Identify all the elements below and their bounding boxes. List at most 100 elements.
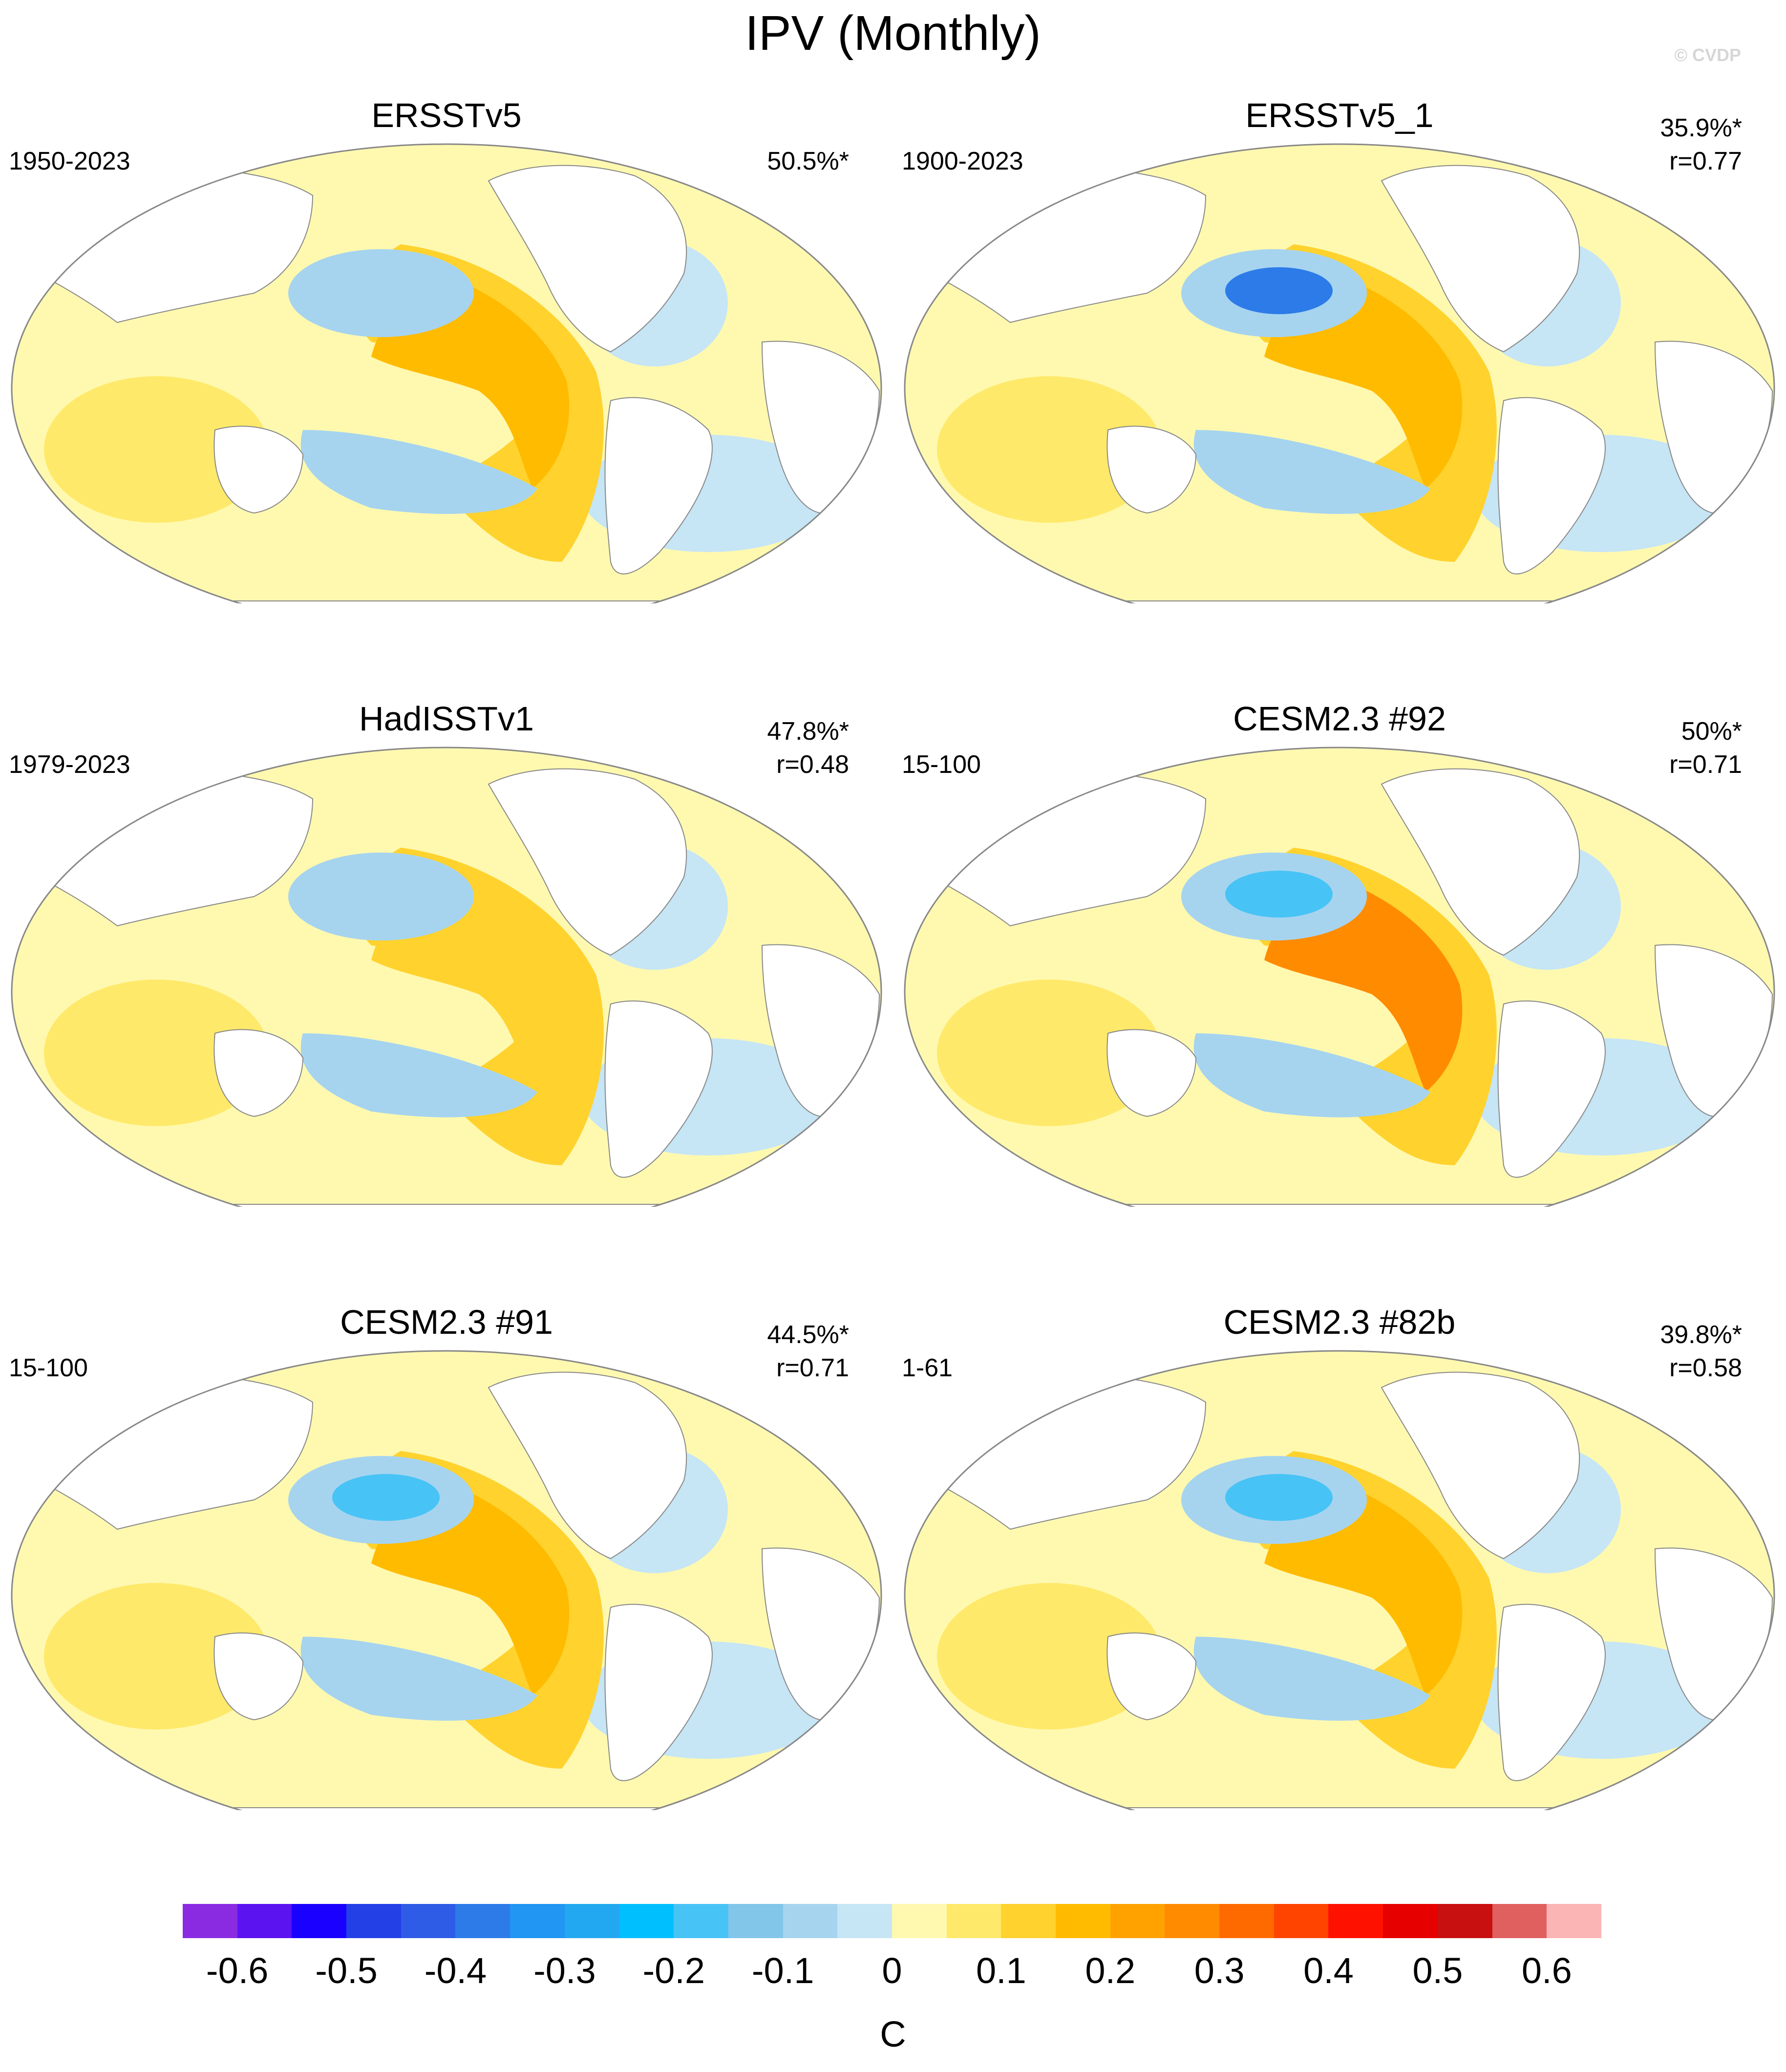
panel-correlation: r=0.71 — [776, 1354, 849, 1382]
antarctica-land — [12, 1204, 881, 1207]
map-panel-hadisstv1: HadISSTv1 1979-2023 47.8%* r=0.48 — [0, 603, 893, 1207]
antarctica-land — [905, 600, 1774, 603]
south-america-land — [604, 397, 713, 575]
north-pacific-cool-core — [1225, 267, 1333, 314]
colorbar-tick-label: -0.6 — [206, 1950, 269, 1991]
colorbar-tick-label: 0.5 — [1412, 1950, 1463, 1991]
australia-land — [213, 426, 304, 514]
south-pacific-cool-anomaly — [1193, 1637, 1430, 1721]
north-pacific-cool-core — [1225, 1474, 1333, 1521]
map-panel-cesm-91: CESM2.3 #91 15-100 44.5%* r=0.71 — [0, 1207, 893, 1810]
panel-variance-pct: 35.9%* — [1660, 114, 1742, 142]
panel-title: HadISSTv1 — [359, 700, 534, 738]
colorbar-swatch — [1056, 1904, 1110, 1938]
australia-land — [1106, 1632, 1197, 1721]
colorbar-swatch — [346, 1904, 401, 1938]
world-map — [11, 143, 882, 603]
indian-ocean-anomaly — [44, 376, 269, 523]
colorbar-swatch — [837, 1904, 892, 1938]
indian-ocean-anomaly — [937, 376, 1162, 523]
map-panel-ersstv5-1: ERSSTv5_1 1900-2023 35.9%* r=0.77 — [893, 0, 1786, 603]
north-america-land — [488, 1371, 687, 1559]
figure-title: IPV (Monthly) — [745, 6, 1041, 61]
colorbar-tick-label: -0.3 — [533, 1950, 596, 1991]
map-panel-ersstv5: ERSSTv5 1950-2023 50.5%* — [0, 0, 893, 603]
colorbar-tick-label: 0.2 — [1085, 1950, 1136, 1991]
colorbar-swatch — [183, 1904, 237, 1938]
panel-title: CESM2.3 #92 — [1233, 700, 1446, 738]
panel-variance-pct: 44.5%* — [767, 1321, 849, 1349]
map-border — [11, 747, 882, 1207]
colorbar-swatch — [1165, 1904, 1220, 1938]
colorbar-swatch — [292, 1904, 347, 1938]
panel-variance-pct: 50%* — [1681, 717, 1742, 746]
north-america-land — [1381, 1371, 1580, 1559]
north-pacific-cool-core — [332, 1474, 440, 1521]
north-pacific-cool-core — [332, 267, 440, 314]
north-america-land — [1381, 165, 1580, 353]
panel-period: 15-100 — [9, 1354, 88, 1382]
panel-variance-pct: 50.5%* — [767, 147, 849, 175]
south-pacific-cool-anomaly — [300, 1033, 537, 1117]
south-america-land — [604, 1603, 713, 1781]
antarctica-land — [12, 600, 881, 603]
copyright-watermark: © CVDP — [1674, 45, 1741, 65]
south-pacific-cool-anomaly — [1193, 1033, 1430, 1117]
colorbar-tick-label: -0.1 — [751, 1950, 814, 1991]
north-america-land — [1381, 768, 1580, 956]
colorbar-swatch — [401, 1904, 456, 1938]
south-america-land — [1497, 1603, 1606, 1781]
panel-period: 1900-2023 — [902, 147, 1023, 175]
world-map — [904, 747, 1775, 1207]
australia-land — [1106, 1029, 1197, 1117]
colorbar-swatch — [674, 1904, 728, 1938]
indian-ocean-anomaly — [937, 980, 1162, 1126]
colorbar-swatch — [237, 1904, 292, 1938]
colorbar-tick-label: 0.4 — [1303, 1950, 1354, 1991]
colorbar-swatch — [783, 1904, 838, 1938]
australia-land — [213, 1632, 304, 1721]
north-pacific-cool-core — [1225, 871, 1333, 918]
colorbar-tick-label: -0.4 — [424, 1950, 487, 1991]
south-pacific-cool-anomaly — [300, 430, 537, 514]
colorbar-swatch — [1110, 1904, 1165, 1938]
south-america-land — [1497, 1000, 1606, 1178]
colorbar-swatch — [946, 1904, 1001, 1938]
colorbar-swatch — [1274, 1904, 1329, 1938]
panel-title: CESM2.3 #91 — [340, 1303, 553, 1341]
map-border — [11, 143, 882, 603]
map-border — [904, 747, 1775, 1207]
panel-title: ERSSTv5 — [371, 96, 522, 134]
world-map — [11, 1350, 882, 1810]
colorbar-swatch — [1492, 1904, 1547, 1938]
world-map — [11, 747, 882, 1207]
colorbar-labels: -0.6 -0.5 -0.4 -0.3 -0.2 -0.1 0 0.1 0.2 0.3 0.4 0.5… — [0, 1949, 1786, 1993]
map-panel-cesm-92: CESM2.3 #92 15-100 50%* r=0.71 — [893, 603, 1786, 1207]
world-map — [904, 1350, 1775, 1810]
colorbar-swatch — [1219, 1904, 1274, 1938]
panel-title: CESM2.3 #82b — [1223, 1303, 1456, 1341]
colorbar-swatch — [455, 1904, 510, 1938]
map-panel-cesm-82b: CESM2.3 #82b 1-61 39.8%* r=0.58 — [893, 1207, 1786, 1810]
antarctica-land — [12, 1807, 881, 1810]
map-border — [11, 1350, 882, 1810]
colorbar-swatch — [728, 1904, 783, 1938]
antarctica-land — [905, 1807, 1774, 1810]
world-map — [904, 143, 1775, 603]
map-border — [904, 143, 1775, 603]
colorbar — [183, 1904, 1601, 1938]
colorbar-tick-label: -0.2 — [642, 1950, 705, 1991]
panel-title: ERSSTv5_1 — [1245, 96, 1434, 134]
north-pacific-cool-core — [332, 871, 440, 918]
south-america-land — [604, 1000, 713, 1178]
panel-variance-pct: 39.8%* — [1660, 1321, 1742, 1349]
colorbar-swatch — [1437, 1904, 1492, 1938]
colorbar-swatch — [619, 1904, 674, 1938]
north-america-land — [488, 165, 687, 353]
south-america-land — [1497, 397, 1606, 575]
colorbar-swatch — [1547, 1904, 1601, 1938]
panel-correlation: r=0.48 — [776, 750, 849, 779]
antarctica-land — [905, 1204, 1774, 1207]
panel-correlation: r=0.58 — [1669, 1354, 1742, 1382]
indian-ocean-anomaly — [937, 1583, 1162, 1730]
